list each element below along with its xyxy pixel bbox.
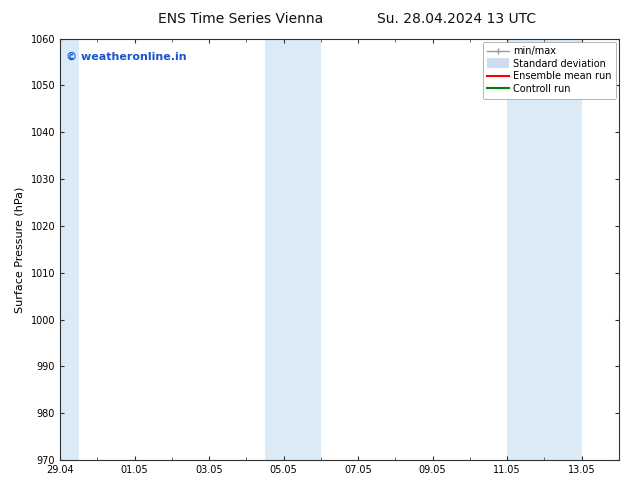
Text: © weatheronline.in: © weatheronline.in — [66, 51, 186, 61]
Bar — [507, 39, 582, 460]
Bar — [265, 39, 321, 460]
Text: Su. 28.04.2024 13 UTC: Su. 28.04.2024 13 UTC — [377, 12, 536, 26]
Bar — [60, 39, 79, 460]
Legend: min/max, Standard deviation, Ensemble mean run, Controll run: min/max, Standard deviation, Ensemble me… — [482, 42, 616, 98]
Y-axis label: Surface Pressure (hPa): Surface Pressure (hPa) — [15, 186, 25, 313]
Text: ENS Time Series Vienna: ENS Time Series Vienna — [158, 12, 323, 26]
